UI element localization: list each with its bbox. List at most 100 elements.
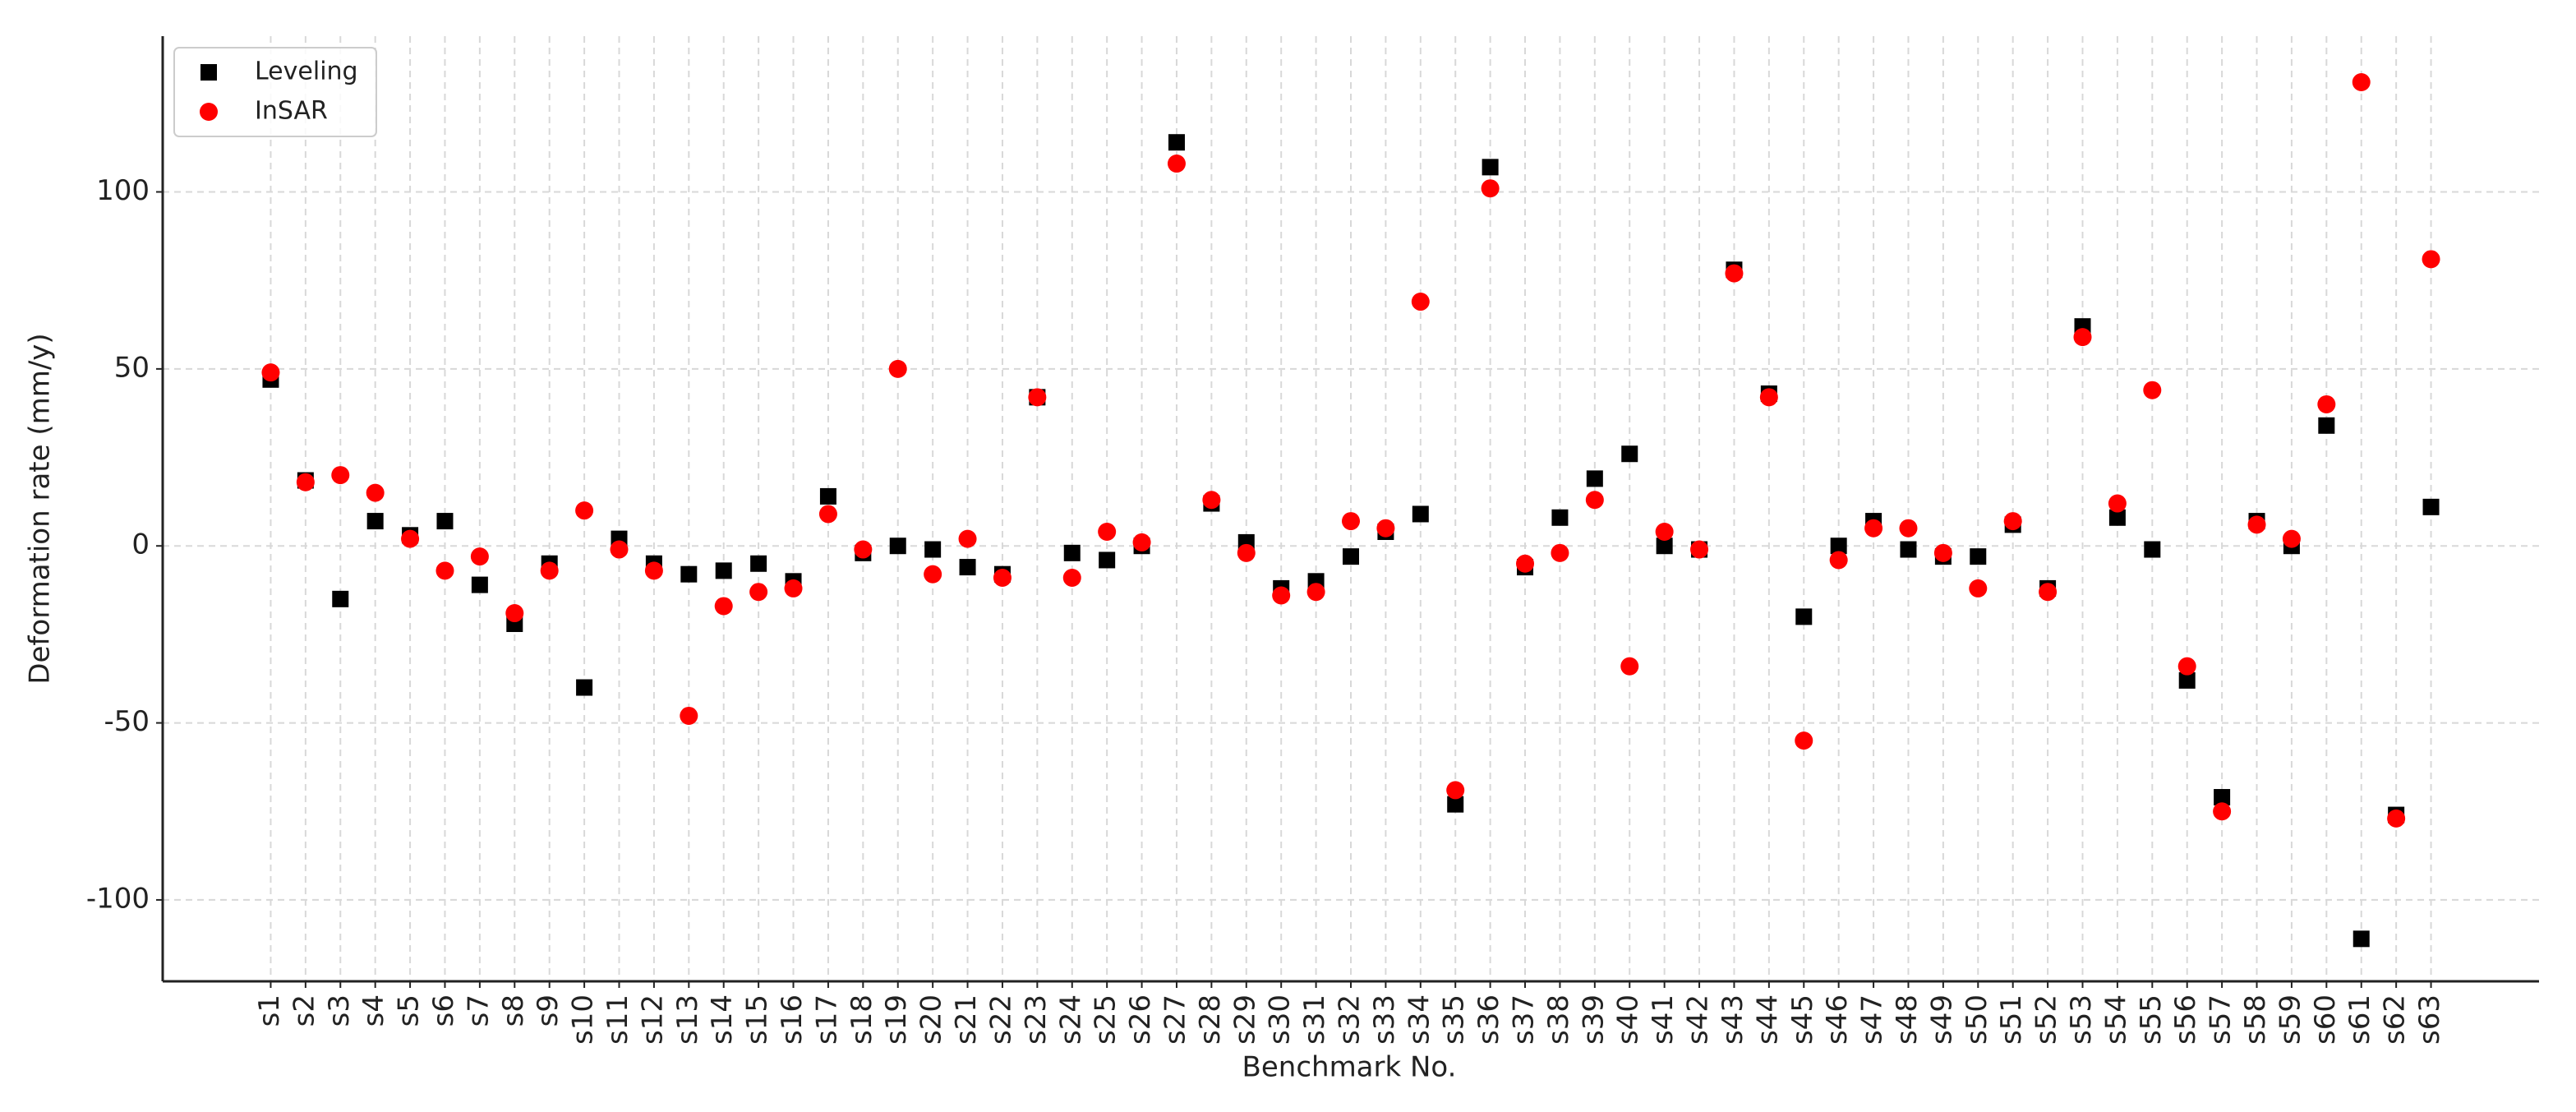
point (1028, 388, 1047, 407)
x-tick-label: s29 (1228, 994, 1261, 1045)
x-tick-label: s35 (1438, 994, 1471, 1045)
x-tick-label: s7 (462, 994, 495, 1027)
point (1063, 544, 1081, 561)
x-tick-label: s45 (1786, 994, 1819, 1045)
point (644, 561, 663, 580)
point (1620, 657, 1639, 676)
x-tick-label: s5 (393, 994, 426, 1027)
x-tick-label: s8 (497, 994, 530, 1027)
x-tick-label: s57 (2205, 994, 2237, 1045)
point (1412, 505, 1429, 523)
point (401, 529, 420, 548)
point (1830, 538, 1847, 555)
x-tick-label: s26 (1124, 994, 1157, 1045)
point (1168, 134, 1185, 151)
point (924, 565, 942, 584)
point (540, 561, 559, 580)
point (1272, 586, 1291, 605)
x-tick-label: s41 (1647, 994, 1680, 1045)
x-tick-label: s1 (253, 994, 286, 1027)
point (2317, 395, 2336, 413)
x-tick-label: s36 (1472, 994, 1505, 1045)
point (2003, 512, 2022, 531)
x-tick-label: s38 (1542, 994, 1575, 1045)
y-tick-label: 0 (131, 528, 150, 561)
point (993, 568, 1012, 587)
x-tick-label: s53 (2065, 994, 2098, 1045)
point (2282, 529, 2301, 548)
point (1551, 543, 1569, 562)
x-tick-label: s3 (323, 994, 356, 1027)
x-tick-label: s9 (532, 994, 565, 1027)
y-tick-label: -100 (86, 882, 150, 915)
x-tick-label: s32 (1334, 994, 1366, 1045)
legend-box (173, 47, 377, 137)
x-tick-label: s39 (1577, 994, 1610, 1045)
x-tick-label: s18 (846, 994, 878, 1045)
point (1516, 554, 1535, 573)
point (1795, 731, 1813, 750)
point (1969, 579, 1988, 598)
point (714, 597, 733, 616)
x-tick-label: s15 (741, 994, 774, 1045)
x-tick-label: s25 (1090, 994, 1122, 1045)
y-tick-label: 50 (114, 351, 150, 384)
x-tick-label: s48 (1891, 994, 1924, 1045)
point (1899, 519, 1918, 538)
point (576, 679, 593, 696)
point (1759, 388, 1778, 407)
point (435, 561, 454, 580)
x-tick-label: s58 (2239, 994, 2272, 1045)
y-axis-label: Deformation rate (mm/y) (24, 333, 57, 684)
x-tick-label: s10 (567, 994, 600, 1045)
point (436, 513, 454, 530)
x-tick-label: s14 (706, 994, 739, 1045)
x-tick-label: s33 (1368, 994, 1401, 1045)
point (1970, 548, 1987, 565)
legend-label: Leveling (255, 58, 358, 86)
point (1343, 548, 1359, 565)
point (2422, 498, 2440, 515)
point (1586, 470, 1603, 487)
point (680, 565, 698, 583)
point (819, 487, 836, 505)
x-tick-label: s51 (1995, 994, 2028, 1045)
legend-marker (200, 64, 217, 81)
point (2247, 515, 2266, 534)
point (924, 541, 942, 558)
point (1376, 519, 1395, 538)
point (1447, 796, 1464, 813)
point (784, 579, 803, 598)
point (1446, 781, 1465, 800)
x-tick-label: s16 (776, 994, 809, 1045)
point (1062, 568, 1081, 587)
point (2144, 541, 2161, 558)
point (1099, 551, 1116, 569)
point (959, 559, 976, 576)
x-axis-label: Benchmark No. (1242, 1051, 1457, 1084)
point (854, 540, 873, 559)
point (1795, 608, 1813, 625)
x-tick-label: s20 (915, 994, 948, 1045)
x-tick-label: s42 (1682, 994, 1715, 1045)
point (471, 576, 488, 593)
point (1864, 519, 1883, 538)
x-tick-label: s11 (601, 994, 634, 1045)
x-tick-label: s30 (1264, 994, 1297, 1045)
point (2213, 802, 2232, 821)
point (1621, 445, 1638, 463)
point (332, 590, 349, 607)
point (958, 529, 977, 548)
x-tick-label: s62 (2379, 994, 2412, 1045)
point (2178, 671, 2196, 689)
x-tick-label: s24 (1054, 994, 1087, 1045)
point (1306, 583, 1325, 602)
x-tick-label: s54 (2099, 994, 2132, 1045)
point (1167, 155, 1186, 173)
point (575, 501, 594, 520)
point (1656, 538, 1673, 555)
x-tick-label: s12 (636, 994, 669, 1045)
point (2039, 583, 2058, 602)
x-tick-label: s6 (427, 994, 460, 1027)
